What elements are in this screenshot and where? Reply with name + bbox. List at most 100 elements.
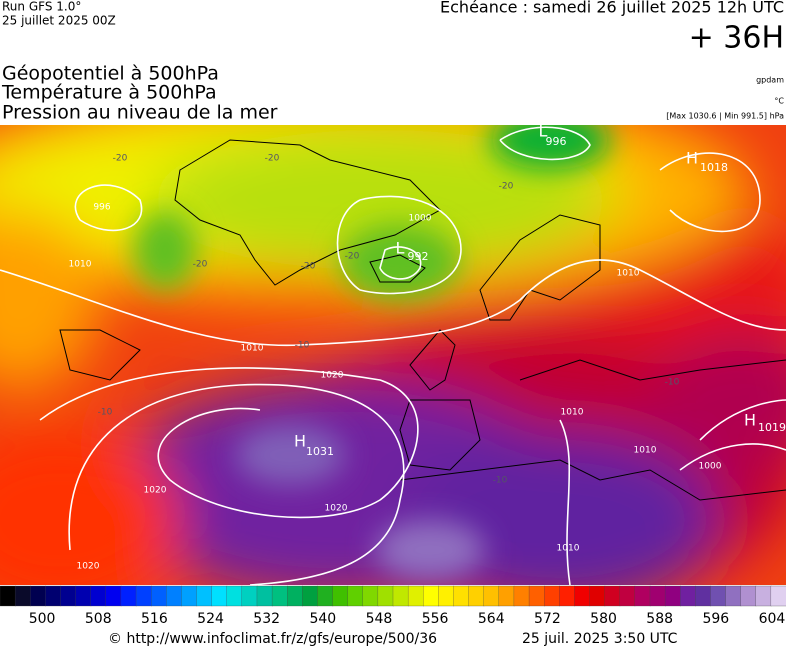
- map-label: 1031: [306, 445, 334, 458]
- map-label: L: [396, 239, 405, 258]
- source-url: © http://www.infoclimat.fr/z/gfs/europe/…: [108, 631, 437, 647]
- run: Run GFS 1.0°: [2, 0, 81, 14]
- colorbar-swatch: [740, 585, 757, 607]
- colorbar-swatch: [755, 585, 772, 607]
- map-label: 1010: [69, 260, 92, 270]
- colorbar-swatch: [407, 585, 424, 607]
- colorbar-swatch: [634, 585, 651, 607]
- colorbar: 500 508 516 524 532 540 548 556 564 572 580 588 596 6…: [0, 585, 786, 627]
- colorbar-swatch: [347, 585, 364, 607]
- colorbar-label: 516: [141, 611, 168, 627]
- map-label: H: [744, 411, 756, 430]
- colorbar-swatch: [544, 585, 560, 607]
- map-label: 1019: [758, 421, 786, 434]
- colorbar-swatch: [423, 585, 439, 607]
- colorbar-swatch: [710, 585, 727, 607]
- colorbar-swatch: [256, 585, 273, 607]
- colorbar-swatch: [45, 585, 62, 607]
- colorbar-swatch: [498, 585, 515, 607]
- colorbar-swatch: [468, 585, 485, 607]
- title: Géopotentiel à 500hPa: [2, 63, 219, 85]
- colorbar-label: 524: [197, 611, 224, 627]
- colorbar-swatch: [90, 585, 107, 607]
- colorbar-swatch: [680, 585, 696, 607]
- colorbar-swatch: [0, 585, 16, 607]
- colorbar-swatch: [589, 585, 606, 607]
- colorbar-swatch: [287, 585, 303, 607]
- colorbar-swatch: [120, 585, 137, 607]
- colorbar-label: 564: [478, 611, 505, 627]
- map-label: 996: [93, 203, 110, 213]
- map-label: -10: [493, 476, 508, 486]
- colorbar-label: 500: [29, 611, 56, 627]
- colorbar-swatch: [105, 585, 122, 607]
- map-label: -10: [665, 378, 680, 388]
- map-label: -20: [265, 154, 280, 164]
- map-label: 1020: [321, 371, 344, 381]
- colorbar-swatch: [75, 585, 92, 607]
- colorbar-swatch: [559, 585, 576, 607]
- colorbar-swatch: [664, 585, 681, 607]
- colorbar-swatch: [604, 585, 621, 607]
- map-label: -20: [499, 182, 514, 192]
- map-label: -10: [295, 341, 310, 351]
- map-label: -10: [98, 408, 113, 418]
- lead-time: + 36H: [689, 21, 784, 56]
- colorbar-swatch: [241, 585, 258, 607]
- colorbar-swatch: [151, 585, 167, 607]
- map-label: 1018: [700, 161, 728, 174]
- colorbar-swatch: [332, 585, 349, 607]
- colorbar-swatch: [528, 585, 545, 607]
- colorbar-swatch: [392, 585, 409, 607]
- render-date: 25 juil. 2025 3:50 UTC: [522, 631, 678, 647]
- map: [0, 125, 786, 585]
- colorbar-label: 588: [646, 611, 673, 627]
- colorbar-swatch: [14, 585, 31, 607]
- colorbar-swatch: [135, 585, 152, 607]
- colorbar-label: 532: [253, 611, 280, 627]
- colorbar-label: 556: [422, 611, 449, 627]
- colorbar-swatch: [377, 585, 394, 607]
- map-label: 1010: [634, 446, 657, 456]
- colorbar-swatch: [181, 585, 198, 607]
- title: Pression au niveau de la mer: [2, 102, 278, 124]
- map-label: -20: [345, 252, 360, 262]
- colorbar-swatch: [619, 585, 636, 607]
- colorbar-swatch: [166, 585, 183, 607]
- map-label: 1000: [409, 214, 432, 224]
- colorbar-swatch: [196, 585, 213, 607]
- colorbar-swatch: [302, 585, 319, 607]
- colorbar-swatch: [362, 585, 379, 607]
- colorbar-swatch: [770, 585, 786, 607]
- colorbar-label: 572: [534, 611, 561, 627]
- map-label: 992: [408, 250, 429, 263]
- title: Température à 500hPa: [1, 82, 217, 104]
- colorbar-swatch: [483, 585, 500, 607]
- map-label: L: [539, 122, 548, 141]
- run-date: 25 juillet 2025 00Z: [2, 14, 116, 28]
- map-label: 1010: [617, 269, 640, 279]
- map-label: 1010: [241, 344, 264, 354]
- map-label: 1000: [699, 462, 722, 472]
- colorbar-swatch: [30, 585, 46, 607]
- map-label: 1010: [561, 408, 584, 418]
- colorbar-swatch: [513, 585, 530, 607]
- echeance: Echéance : samedi 26 juillet 2025 12h UT…: [440, 0, 784, 17]
- map-label: -20: [301, 262, 316, 272]
- colorbar-swatch: [317, 585, 334, 607]
- unit: gpdam: [756, 76, 784, 85]
- map-label: 1010: [557, 544, 580, 554]
- colorbar-swatch: [574, 585, 591, 607]
- map-label: H: [686, 149, 698, 168]
- map-label: 996: [546, 135, 567, 148]
- colorbar-swatch: [60, 585, 77, 607]
- colorbar-swatch: [211, 585, 228, 607]
- map-label: -20: [113, 154, 128, 164]
- colorbar-swatch: [649, 585, 666, 607]
- colorbar-swatch: [695, 585, 712, 607]
- map-label: 1020: [325, 504, 348, 514]
- map-label: -20: [193, 260, 208, 270]
- unit: °C: [774, 97, 784, 106]
- colorbar-swatch: [271, 585, 288, 607]
